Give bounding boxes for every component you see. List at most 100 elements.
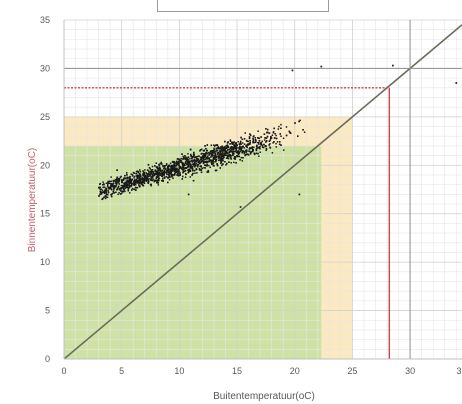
scatter-point xyxy=(194,163,196,166)
scatter-point xyxy=(217,157,220,159)
scatter-point xyxy=(156,179,158,182)
scatter-point xyxy=(107,191,110,194)
scatter-point xyxy=(158,172,160,174)
scatter-point xyxy=(128,181,130,184)
scatter-point xyxy=(228,148,230,151)
scatter-point xyxy=(137,184,140,186)
scatter-point xyxy=(207,151,209,154)
scatter-point xyxy=(163,165,165,168)
scatter-point xyxy=(144,176,147,178)
scatter-point xyxy=(243,138,246,140)
scatter-point xyxy=(277,128,280,130)
scatter-point xyxy=(136,187,138,189)
scatter-point xyxy=(186,157,188,160)
scatter-point xyxy=(223,154,225,157)
scatter-point xyxy=(211,150,214,153)
scatter-point xyxy=(238,147,240,149)
scatter-point xyxy=(245,153,248,156)
scatter-point xyxy=(119,193,122,195)
scatter-point xyxy=(107,190,109,192)
scatter-point xyxy=(216,163,218,165)
scatter-point xyxy=(116,169,118,172)
scatter-point xyxy=(252,137,254,140)
scatter-point xyxy=(127,188,130,191)
scatter-point xyxy=(256,147,258,150)
scatter-point xyxy=(210,144,213,147)
scatter-point xyxy=(216,153,219,156)
scatter-point xyxy=(127,180,129,182)
scatter-point xyxy=(110,185,113,188)
scatter-point xyxy=(196,158,199,160)
scatter-point xyxy=(207,157,209,160)
x-tick-label: 5 xyxy=(119,366,124,376)
scatter-point xyxy=(265,141,267,143)
scatter-point xyxy=(167,181,169,184)
scatter-point xyxy=(215,155,218,158)
scatter-point xyxy=(225,153,227,156)
scatter-point xyxy=(204,154,207,156)
scatter-point xyxy=(128,180,131,182)
scatter-point xyxy=(213,152,215,154)
scatter-point xyxy=(117,181,120,184)
scatter-point xyxy=(197,160,200,163)
scatter-point xyxy=(111,193,113,195)
scatter-point xyxy=(169,173,171,175)
scatter-point xyxy=(126,181,129,183)
scatter-point xyxy=(216,144,219,147)
scatter-point xyxy=(136,175,139,177)
scatter-point xyxy=(212,164,215,167)
scatter-point xyxy=(102,191,105,194)
scatter-point xyxy=(148,173,151,176)
scatter-point xyxy=(143,173,146,175)
scatter-point xyxy=(187,161,190,163)
scatter-point xyxy=(102,181,104,183)
scatter-point xyxy=(99,183,101,186)
scatter-point xyxy=(165,163,168,165)
scatter-point xyxy=(132,182,134,185)
scatter-point xyxy=(230,150,232,153)
scatter-point xyxy=(116,188,118,191)
scatter-point xyxy=(231,143,233,145)
scatter-point xyxy=(245,139,248,142)
scatter-point xyxy=(158,167,160,170)
scatter-point xyxy=(130,183,133,186)
scatter-point xyxy=(126,172,128,174)
scatter-point xyxy=(222,158,224,160)
scatter-point xyxy=(184,176,187,179)
scatter-point xyxy=(199,150,201,152)
scatter-point xyxy=(131,178,133,181)
scatter-point xyxy=(128,180,130,183)
scatter-point xyxy=(163,176,166,178)
scatter-point xyxy=(107,186,110,189)
scatter-point xyxy=(211,162,213,164)
scatter-point xyxy=(199,160,201,162)
scatter-point xyxy=(197,164,199,166)
scatter-point xyxy=(213,145,216,147)
scatter-point xyxy=(199,168,202,171)
scatter-point xyxy=(128,192,131,194)
scatter-point xyxy=(255,140,257,142)
scatter-point xyxy=(177,172,179,175)
scatter-point xyxy=(185,173,187,176)
scatter-point xyxy=(204,164,206,166)
scatter-point xyxy=(182,165,184,167)
scatter-point xyxy=(189,176,192,178)
scatter-point xyxy=(211,163,213,166)
scatter-point xyxy=(183,168,185,171)
scatter-point xyxy=(128,182,131,184)
scatter-point xyxy=(121,180,123,182)
scatter-point xyxy=(197,161,200,164)
scatter-point xyxy=(202,152,205,155)
scatter-point xyxy=(147,181,149,184)
scatter-point xyxy=(133,183,135,186)
scatter-point xyxy=(217,155,219,158)
scatter-point xyxy=(194,156,196,159)
scatter-point xyxy=(246,146,248,148)
scatter-point xyxy=(242,149,244,152)
scatter-point xyxy=(162,173,165,175)
scatter-point xyxy=(130,181,132,183)
scatter-point xyxy=(175,164,178,167)
scatter-point xyxy=(121,181,124,184)
scatter-point xyxy=(195,162,198,165)
scatter-point xyxy=(158,177,160,180)
